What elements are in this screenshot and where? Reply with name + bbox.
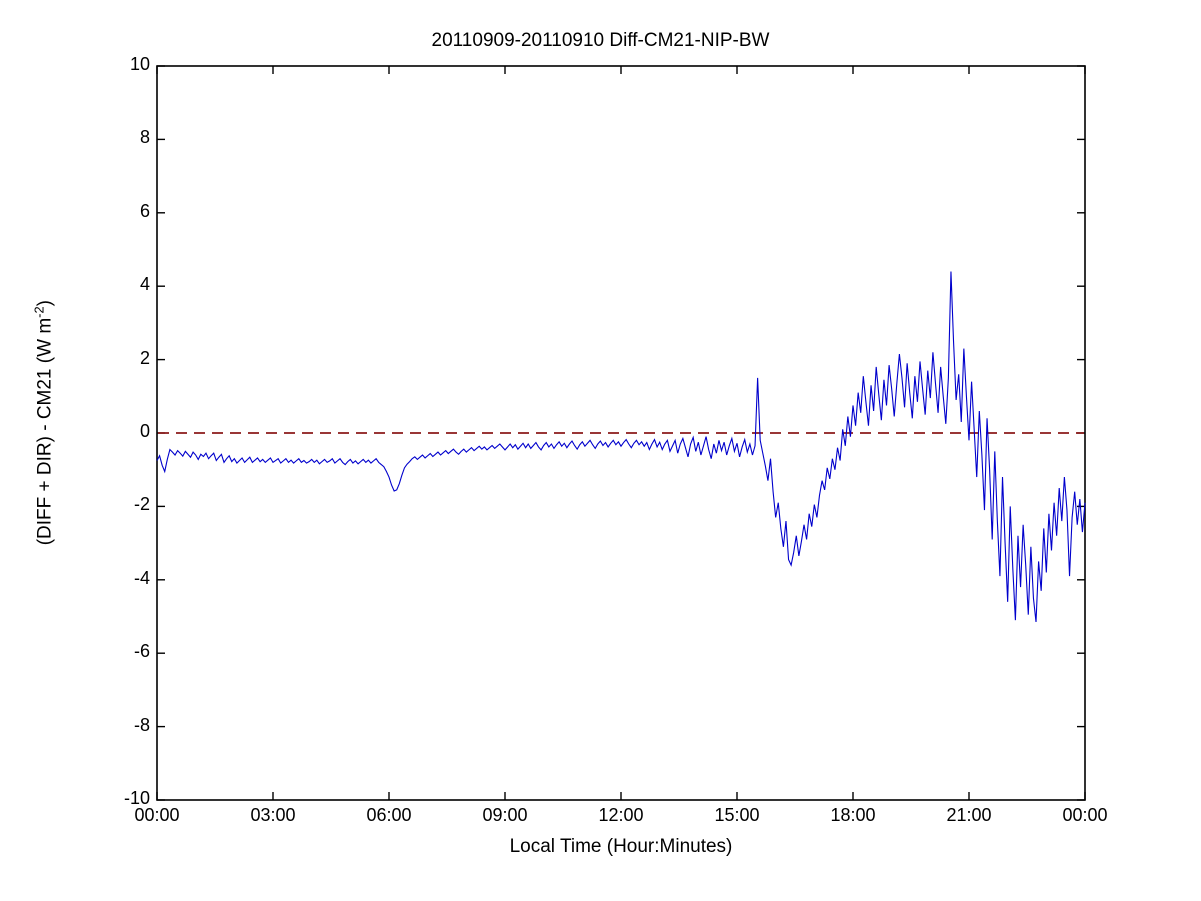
x-tick-label: 12:00 (598, 805, 644, 825)
data-series-line (156, 271, 1086, 623)
x-tick-label: 18:00 (830, 805, 876, 825)
axes-box (156, 65, 1086, 801)
y-tick-label: 0 (139, 421, 150, 441)
x-tick-label: 21:00 (946, 805, 992, 825)
y-tick-label: 4 (139, 274, 150, 295)
y-tick-label: -6 (133, 641, 150, 662)
x-tick-label: 00:00 (1062, 805, 1108, 825)
x-tick-label: 00:00 (134, 805, 180, 825)
y-tick-label: -2 (133, 494, 150, 515)
y-tick-label: 6 (139, 200, 150, 221)
y-tick-label: -4 (133, 567, 150, 588)
x-tick-label: 06:00 (366, 805, 412, 825)
x-tick-label: 15:00 (714, 805, 760, 825)
y-tick-label: 10 (129, 54, 150, 74)
y-tick-label: 2 (139, 347, 150, 368)
x-tick-label: 09:00 (482, 805, 528, 825)
y-tick-label: 8 (139, 127, 150, 148)
chart-title: 20110909-20110910 Diff-CM21-NIP-BW (431, 30, 770, 51)
y-tick-label: -8 (133, 714, 150, 735)
x-tick-label: 03:00 (250, 805, 296, 825)
y-tick-label: -10 (123, 788, 150, 808)
x-axis-label: Local Time (Hour:Minutes) (509, 836, 733, 857)
